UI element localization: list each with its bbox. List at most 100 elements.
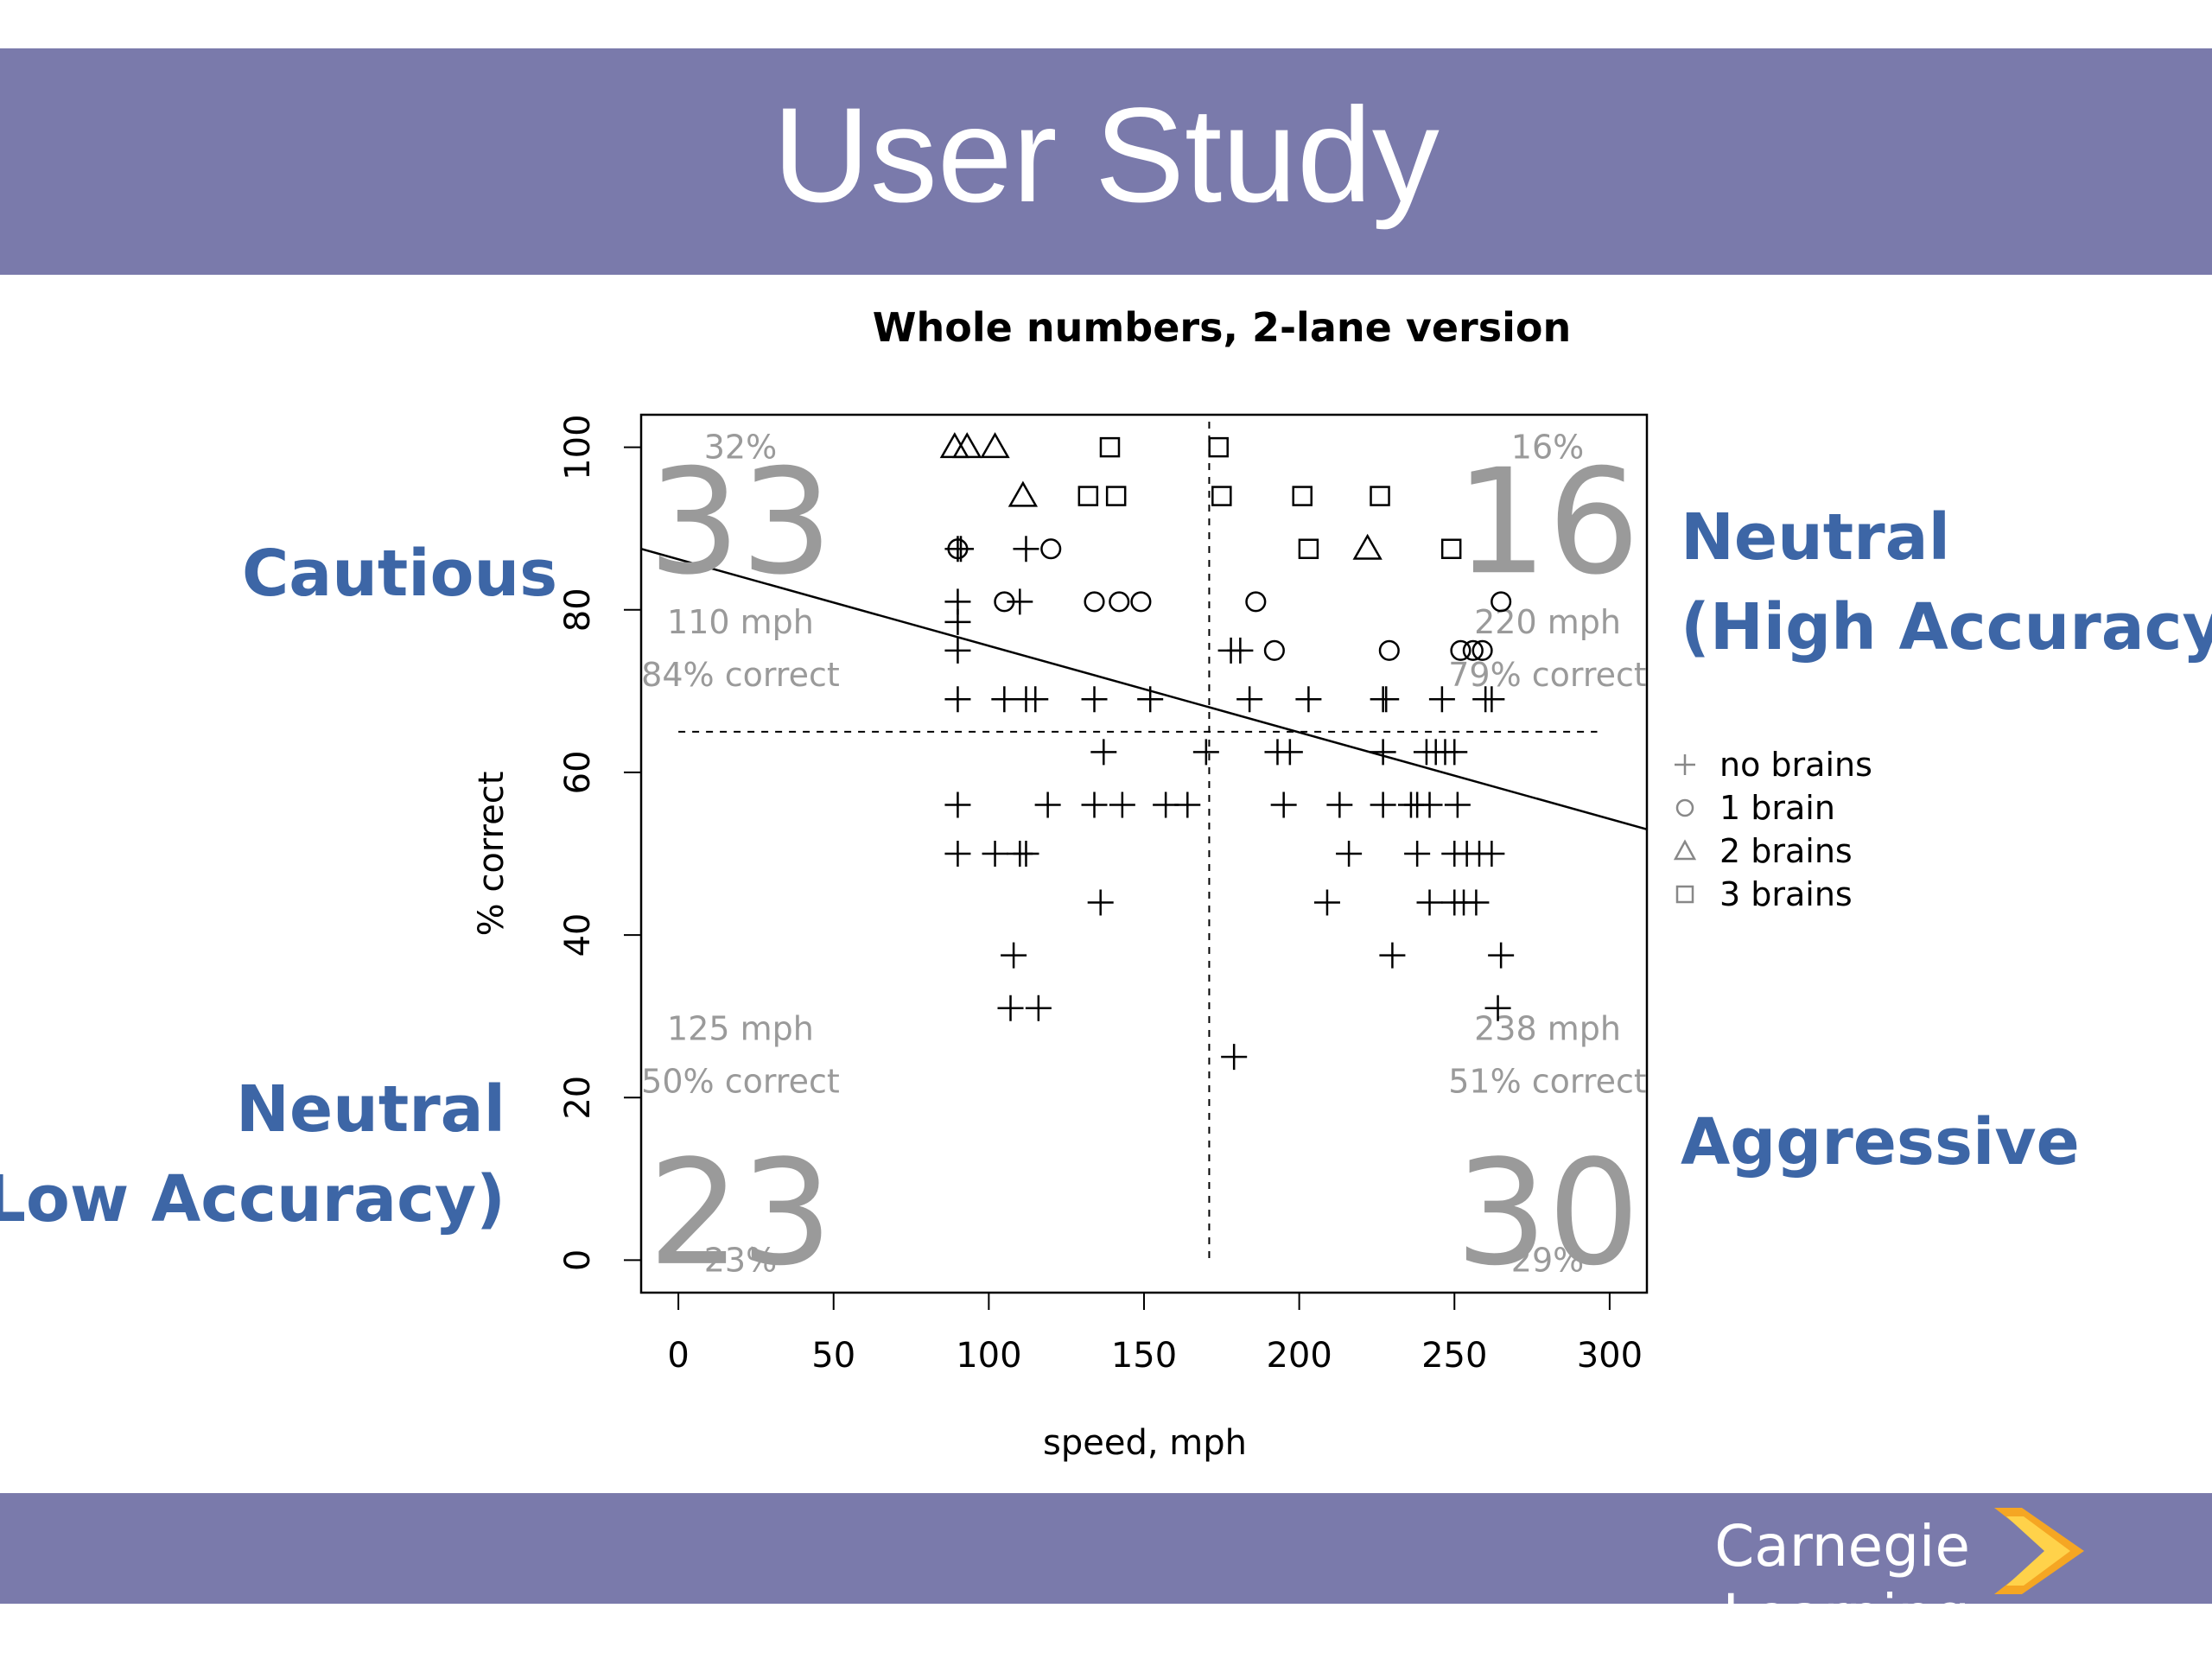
x-tick-label: 250: [1421, 1336, 1487, 1376]
point-no-brains: [1441, 739, 1468, 766]
point-no-brains: [1478, 841, 1505, 867]
point-2-brains: [1352, 533, 1382, 560]
point-no-brains: [1313, 889, 1340, 916]
point-no-brains: [944, 686, 971, 713]
quadrant-accuracy: 84% correct: [641, 656, 840, 694]
point-no-brains: [1192, 739, 1219, 766]
point-no-brains: [1270, 791, 1297, 818]
x-tick-label: 300: [1577, 1336, 1643, 1376]
quadrant-speed: 238 mph: [1474, 1009, 1621, 1047]
quadrant-count: 23: [648, 1128, 833, 1298]
point-no-brains: [1404, 841, 1431, 867]
quadrant-count: 30: [1455, 1128, 1640, 1298]
quadrant-speed: 220 mph: [1474, 603, 1621, 641]
point-no-brains: [1478, 686, 1505, 713]
point-2-brains: [939, 432, 970, 459]
point-3-brains: [1105, 486, 1127, 506]
point-3-brains: [1440, 538, 1462, 559]
point-no-brains: [1007, 588, 1033, 615]
point-3-brains: [1208, 436, 1229, 458]
point-no-brains: [1013, 536, 1039, 563]
point-no-brains: [1370, 791, 1396, 818]
point-no-brains: [1153, 791, 1179, 818]
label-neutral-low-line1: Neutral: [236, 1072, 505, 1147]
chevron-logo-icon: [1994, 1508, 2084, 1594]
point-no-brains: [1227, 637, 1254, 664]
point-3-brains: [1298, 538, 1319, 559]
point-2-brains: [1007, 480, 1039, 507]
x-tick-label: 200: [1266, 1336, 1332, 1376]
point-no-brains: [1109, 791, 1135, 818]
point-1-brain: [1378, 639, 1400, 661]
point-no-brains: [1137, 686, 1164, 713]
point-no-brains: [1174, 791, 1201, 818]
point-no-brains: [1236, 686, 1263, 713]
quadrant-speed: 125 mph: [667, 1009, 814, 1047]
title-band: [0, 48, 2212, 275]
legend-square-icon: [1675, 885, 1694, 904]
y-tick-label: 60: [558, 750, 598, 794]
quadrant-count: 33: [648, 437, 833, 607]
point-no-brains: [944, 841, 971, 867]
point-no-brains: [1463, 889, 1490, 916]
point-no-brains: [1336, 841, 1363, 867]
point-1-brain: [994, 591, 1015, 613]
footer-brand: Carnegie Learning: [1714, 1513, 1970, 1649]
quadrant-share: 16%: [1511, 429, 1584, 467]
legend-item: 3 brains: [1668, 873, 1872, 916]
label-neutral-high-line1: Neutral: [1681, 500, 1950, 575]
point-no-brains: [982, 841, 1008, 867]
legend-label: 2 brains: [1719, 832, 1853, 870]
regression-line: [640, 548, 1648, 830]
point-2-brains: [980, 432, 1010, 459]
legend-item: no brains: [1668, 743, 1872, 786]
point-1-brain: [1450, 639, 1471, 661]
quadrant-count: 16: [1455, 437, 1640, 607]
x-tick-label: 100: [956, 1336, 1021, 1376]
legend-triangle-icon: [1673, 839, 1697, 861]
footer-band: [0, 1493, 2212, 1604]
point-no-brains: [1370, 739, 1396, 766]
label-neutral-low-line2: (Low Accuracy): [0, 1162, 505, 1236]
point-no-brains: [1428, 686, 1455, 713]
point-no-brains: [1488, 942, 1515, 969]
quadrant-share: 32%: [704, 429, 777, 467]
label-neutral-high-line2: (High Accuracy): [1681, 590, 2212, 664]
y-tick-label: 40: [558, 913, 598, 957]
point-no-brains: [1090, 739, 1117, 766]
quadrant-accuracy: 51% correct: [1448, 1062, 1647, 1100]
point-no-brains: [944, 791, 971, 818]
point-no-brains: [1444, 791, 1471, 818]
point-2-brains: [952, 432, 982, 459]
point-no-brains: [944, 608, 971, 635]
point-no-brains: [1087, 889, 1114, 916]
legend-circle-icon: [1675, 798, 1694, 817]
chart-title: Whole numbers, 2-lane version: [873, 304, 1571, 351]
point-1-brain: [1084, 591, 1105, 613]
quadrant-share: 23%: [704, 1241, 777, 1279]
point-no-brains: [1081, 791, 1108, 818]
point-no-brains: [1013, 841, 1039, 867]
point-3-brains: [1292, 486, 1313, 506]
y-tick-label: 20: [558, 1076, 598, 1120]
point-no-brains: [1022, 686, 1049, 713]
point-1-brain: [1245, 591, 1267, 613]
label-aggressive: Aggressive: [1681, 1105, 2080, 1179]
legend-label: 3 brains: [1719, 875, 1853, 913]
legend-plus-icon: [1675, 754, 1695, 775]
label-neutral-low-accuracy: Neutral (Low Accuracy): [0, 1065, 505, 1244]
point-1-brain: [1040, 538, 1062, 560]
y-tick-label: 80: [558, 588, 598, 632]
point-no-brains: [1484, 995, 1511, 1021]
point-no-brains: [1373, 686, 1400, 713]
label-cautious: Cautious: [242, 537, 558, 611]
point-1-brain: [1462, 639, 1484, 661]
point-no-brains: [1034, 791, 1061, 818]
point-3-brains: [1077, 486, 1099, 506]
x-tick-label: 50: [811, 1336, 855, 1376]
legend-item: 2 brains: [1668, 830, 1872, 873]
y-axis-label: % correct: [472, 772, 512, 937]
chart-legend: no brains 1 brain 2 brains 3 brains: [1668, 743, 1872, 916]
point-no-brains: [991, 686, 1018, 713]
